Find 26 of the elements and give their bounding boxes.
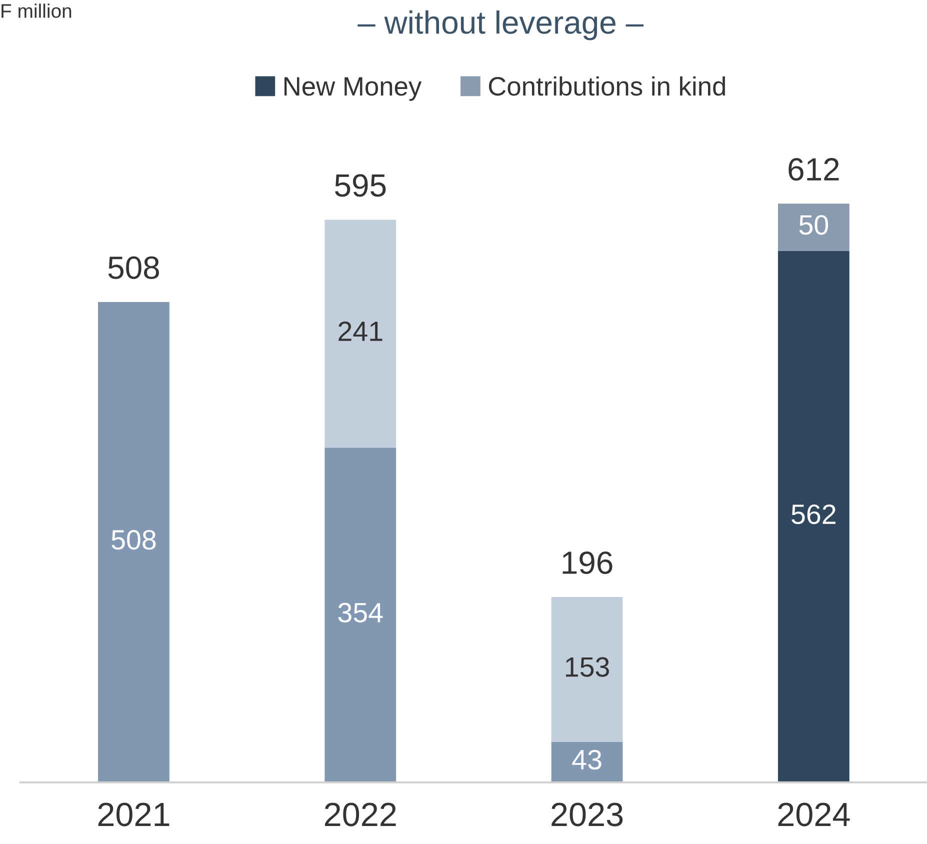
text: F million xyxy=(2,4,72,18)
bar xyxy=(324,220,396,448)
data-label: 50 xyxy=(799,215,828,235)
bar xyxy=(551,742,623,782)
chart-title: – without leverage – xyxy=(358,10,644,40)
x-tick-label: 2024 xyxy=(778,802,850,826)
data-label: 153 xyxy=(566,657,609,677)
total-label: 595 xyxy=(335,174,386,197)
data-label: 354 xyxy=(338,602,383,622)
bar xyxy=(778,204,850,251)
x-tick-label: 2022 xyxy=(324,802,396,826)
bar xyxy=(98,302,170,782)
bar xyxy=(324,448,396,782)
data-label: 508 xyxy=(112,530,156,550)
total-label: 612 xyxy=(788,158,839,181)
data-label: 43 xyxy=(572,750,602,770)
total-label: 508 xyxy=(108,256,159,280)
x-tick-label: 2023 xyxy=(552,802,623,826)
x-tick-label: 2021 xyxy=(98,802,170,826)
bar xyxy=(551,597,623,742)
data-label: 241 xyxy=(338,321,382,341)
legend-label: Contributions in kind xyxy=(488,76,726,96)
legend-label: New Money xyxy=(284,77,422,101)
data-label: 562 xyxy=(792,504,836,524)
total-label: 196 xyxy=(562,551,612,574)
bar xyxy=(778,250,850,782)
